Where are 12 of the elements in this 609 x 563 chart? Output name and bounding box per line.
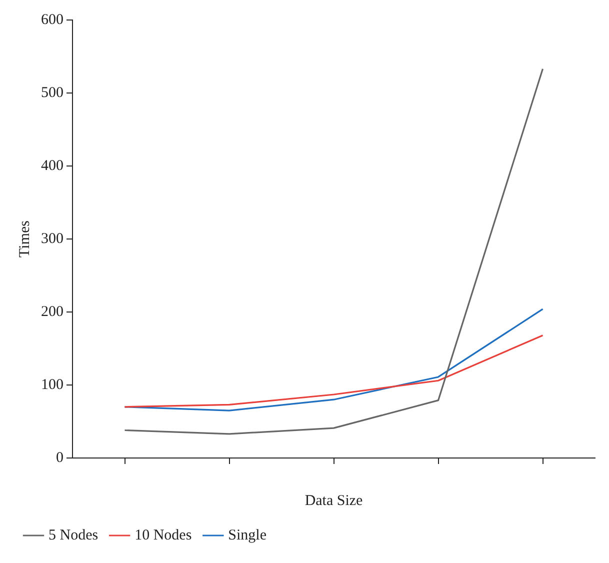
x-axis-title: Data Size — [304, 492, 364, 509]
y-tick-label: 500 — [41, 84, 64, 101]
legend-label: 10 Nodes — [134, 527, 192, 544]
y-tick-label: 600 — [41, 12, 64, 28]
y-tick-label: 100 — [41, 376, 64, 393]
y-axis-title: Times — [16, 220, 33, 258]
y-tick-label: 200 — [41, 304, 64, 320]
y-tick-label: 400 — [41, 158, 64, 174]
legend-label: Single — [228, 527, 267, 544]
legend-label: 5 Nodes — [48, 527, 98, 544]
y-tick-label: 300 — [41, 230, 64, 247]
y-tick-label: 0 — [56, 450, 64, 466]
